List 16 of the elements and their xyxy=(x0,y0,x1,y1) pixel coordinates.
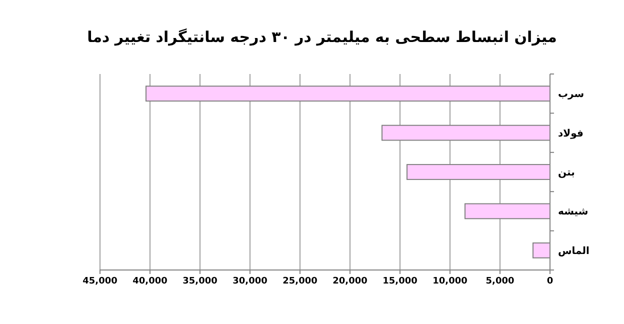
x-tick-label: 5,000 xyxy=(486,276,514,286)
y-tick-label: شیشه xyxy=(558,206,588,218)
y-tick-label: سرب xyxy=(558,89,584,100)
x-tick-label: 30,000 xyxy=(232,276,268,286)
x-tick-label: 40,000 xyxy=(132,276,168,286)
x-tick-label: 0 xyxy=(546,276,554,286)
x-tick-label: 10,000 xyxy=(432,276,468,286)
x-tick-label: 25,000 xyxy=(282,276,318,286)
y-tick-label: فولاد xyxy=(558,128,584,140)
x-tick-label: 15,000 xyxy=(382,276,418,286)
x-tick-label: 20,000 xyxy=(332,276,368,286)
chart-title: میزان انبساط سطحی به میلیمتر در ۳۰ درجه سانتیگراد تغییر دما xyxy=(87,28,557,46)
x-tick-label: 45,000 xyxy=(82,276,118,286)
y-tick-label: بتن xyxy=(558,168,575,178)
y-tick-label: الماس xyxy=(558,246,590,257)
x-tick-label: 35,000 xyxy=(182,276,218,286)
